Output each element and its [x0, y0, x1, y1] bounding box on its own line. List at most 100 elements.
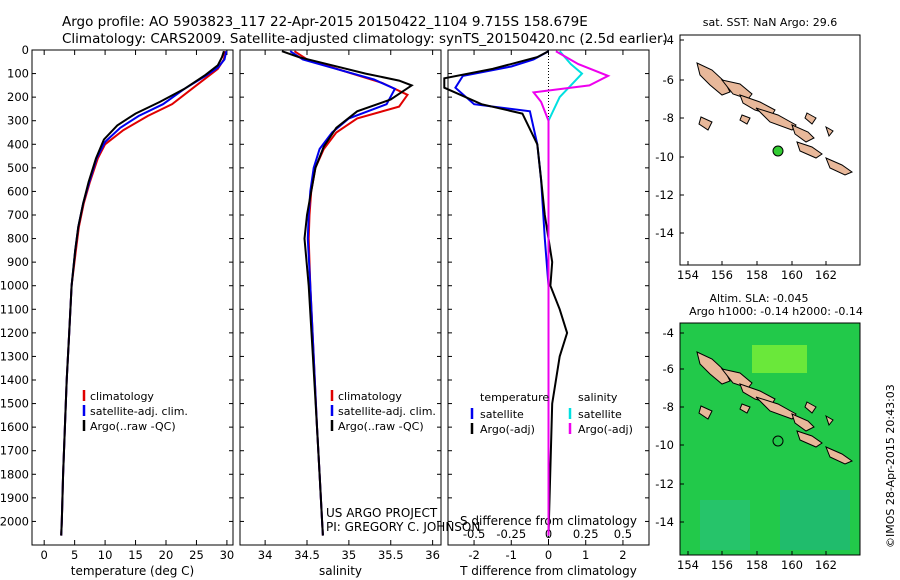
- y-tick-label: 1100: [0, 302, 29, 316]
- y-tick-label: 100: [7, 67, 29, 81]
- s-tick-label: -0.5: [463, 527, 485, 541]
- x-tick-label: 34: [258, 548, 273, 562]
- map-y-tick-label: -12: [655, 477, 674, 491]
- y-tick-label: 700: [7, 208, 29, 222]
- x-tick-label: 0: [545, 548, 552, 562]
- y-tick-label: 2000: [0, 514, 29, 528]
- series-line-argo---raw--qc-: [281, 50, 414, 536]
- x-tick-label: -1: [506, 548, 517, 562]
- y-tick-label: 1400: [0, 373, 29, 387]
- legend-entry: Argo(-adj): [578, 423, 633, 436]
- x-tick-label: 1: [582, 548, 589, 562]
- map-x-tick-label: 154: [677, 268, 699, 282]
- pi-credit: PI: GREGORY C. JOHNSON: [326, 520, 480, 534]
- map-x-tick-label: 160: [781, 558, 803, 572]
- sla-low-anomaly-2: [700, 500, 750, 550]
- x-tick-label: 20: [159, 548, 174, 562]
- legend-entry: Argo(..raw -QC): [90, 420, 176, 433]
- series-line-argo--adj-: [443, 50, 569, 536]
- series-line-argo--adj-: [531, 50, 611, 536]
- sla-map-subtitle: Argo h1000: -0.14 h2000: -0.14: [689, 305, 863, 318]
- island-8: [698, 116, 713, 131]
- profile-panel-2: 34 34.5 35 35.5 36 salinity climatology satelli…: [239, 49, 442, 578]
- x-tick-label: 5: [71, 548, 78, 562]
- map-y-tick-label: -10: [655, 150, 674, 164]
- x-tick-label: -2: [468, 548, 479, 562]
- y-tick-label: 1600: [0, 420, 29, 434]
- x-tick-label: 0: [41, 548, 48, 562]
- map-x-tick-label: 154: [677, 558, 699, 572]
- y-tick-label: 400: [7, 137, 29, 151]
- legend-entry: satellite-adj. clim.: [90, 405, 188, 418]
- x-tick-label: 25: [189, 548, 204, 562]
- sla-map: [679, 322, 861, 556]
- island-7: [825, 157, 854, 176]
- panel-frame: [31, 49, 234, 546]
- y-tick-label: 1200: [0, 326, 29, 340]
- y-tick-label: 1700: [0, 444, 29, 458]
- title-line-2: Climatology: CARS2009. Satellite-adjuste…: [62, 31, 668, 47]
- profile-panel-1: 0 5 10 15 20 25 30 temperature (deg C) 0 100 200 30…: [0, 43, 234, 578]
- x-tick-label: 35.5: [378, 548, 404, 562]
- sla-low-anomaly: [780, 490, 850, 550]
- map-y-tick-label: -4: [663, 33, 674, 47]
- legend-entry: climatology: [338, 390, 402, 403]
- island-7: [825, 446, 854, 465]
- map-x-tick-label: 162: [815, 558, 837, 572]
- x-tick-label: 36: [425, 548, 440, 562]
- map-y-tick-label: -12: [655, 188, 674, 202]
- y-tick-label: 800: [7, 232, 29, 246]
- project-credit: US ARGO PROJECT: [326, 506, 438, 520]
- y-tick-label: 900: [7, 255, 29, 269]
- legend-entry: Argo(..raw -QC): [338, 420, 424, 433]
- map-y-tick-label: -8: [663, 111, 674, 125]
- s-tick-label: 0.25: [573, 527, 599, 541]
- island-10: [804, 112, 817, 125]
- x-tick-label: 10: [98, 548, 113, 562]
- y-tick-label: 300: [7, 114, 29, 128]
- island-1: [696, 62, 731, 96]
- island-11: [825, 414, 834, 427]
- imos-credit: ©IMOS 28-Apr-2015 20:43:03: [884, 384, 897, 548]
- sla-map-title: Altim. SLA: -0.045: [709, 292, 808, 305]
- island-5: [791, 413, 815, 432]
- legend-entry: Argo(-adj): [480, 423, 535, 436]
- s-tick-label: 0.5: [614, 527, 632, 541]
- legend-entry: climatology: [90, 390, 154, 403]
- x-tick-label: 35: [342, 548, 357, 562]
- map-y-tick-label: -4: [663, 326, 674, 340]
- title-line-1: Argo profile: AO 5903823_117 22-Apr-2015…: [62, 14, 588, 30]
- legend-entry: satellite-adj. clim.: [338, 405, 436, 418]
- legend-group-title: salinity: [578, 391, 618, 404]
- x-axis-label: salinity: [319, 564, 362, 578]
- series-line-satellite: [454, 50, 550, 536]
- y-tick-label: 200: [7, 90, 29, 104]
- map-x-tick-label: 156: [711, 558, 733, 572]
- map-y-tick-label: -14: [655, 515, 674, 529]
- x-axis-label: T difference from climatology: [459, 564, 637, 578]
- x-tick-label: 30: [220, 548, 235, 562]
- island-1: [696, 351, 731, 385]
- island-9: [739, 403, 751, 414]
- y-tick-label: 1800: [0, 467, 29, 481]
- map-y-tick-label: -8: [663, 400, 674, 414]
- legend-group-title: temperature: [480, 391, 549, 404]
- map-y-tick-label: -6: [663, 73, 674, 87]
- sst-map: [679, 34, 861, 266]
- island-8: [698, 405, 713, 420]
- x-axis-label: temperature (deg C): [71, 564, 194, 578]
- series-line-argo---raw--qc-: [60, 50, 225, 536]
- x-tick-label: 15: [128, 548, 143, 562]
- y-tick-label: 600: [7, 184, 29, 198]
- island-6: [796, 141, 823, 159]
- map-x-tick-label: 156: [711, 268, 733, 282]
- island-11: [825, 125, 834, 138]
- island-10: [804, 401, 817, 414]
- panel-frame: [239, 49, 442, 546]
- x-tick-label: 2: [619, 548, 626, 562]
- y-tick-label: 1000: [0, 279, 29, 293]
- map-x-tick-label: 158: [746, 268, 768, 282]
- island-5: [791, 124, 815, 143]
